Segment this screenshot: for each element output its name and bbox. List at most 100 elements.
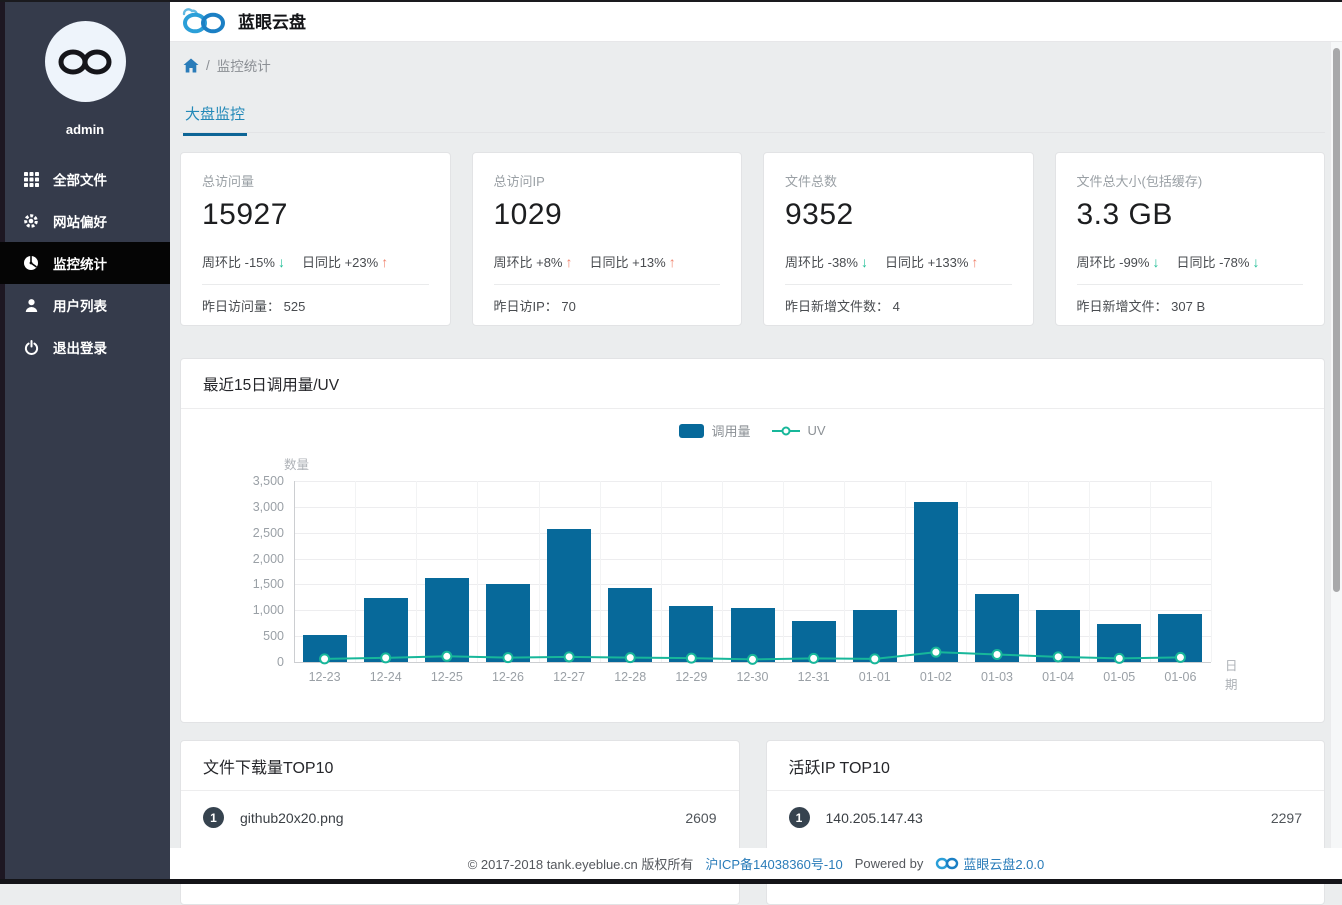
stat-cards-row: 总访问量 15927 周环比 -15% ↓ 日同比 +23% ↑ 昨日访问量： 52… [180, 152, 1325, 326]
stat-footer: 昨日访问量： 525 [202, 299, 306, 314]
sidebar-item-users[interactable]: 用户列表 [0, 284, 170, 326]
uv-point-12-26[interactable] [502, 652, 514, 664]
uv-point-01-02[interactable] [930, 646, 942, 658]
stat-footer: 昨日新增文件数： 4 [785, 299, 900, 314]
stat-value: 9352 [785, 198, 854, 231]
bar-12-29[interactable] [669, 605, 714, 662]
download-count: 2609 [685, 809, 717, 826]
sidebar-item-monitoring[interactable]: 监控统计 [0, 242, 170, 284]
breadcrumb-separator: / [206, 57, 210, 73]
uv-point-01-06[interactable] [1174, 651, 1186, 663]
v-gridline [660, 481, 662, 662]
icp-link[interactable]: 沪ICP备14038360号-10 [705, 857, 843, 872]
uv-point-12-23[interactable] [319, 653, 331, 665]
x-tick-label: 01-01 [858, 670, 891, 684]
bar-12-24[interactable] [363, 597, 408, 662]
window-top-edge [0, 0, 1342, 2]
stat-footer: 昨日访IP： 70 [493, 299, 576, 314]
week-trend: 周环比 +8% ↑ [493, 254, 573, 270]
week-trend: 周环比 -15% ↓ [202, 254, 285, 270]
uv-line [319, 646, 1186, 665]
bar-12-30[interactable] [730, 607, 775, 662]
sidebar-item-preferences[interactable]: 网站偏好 [0, 200, 170, 242]
ip-address: 140.205.147.43 [825, 809, 923, 826]
chart-card: 最近15日调用量/UV 调用量 UV 数量 日期 0 500 1,000 1,500 2… [180, 358, 1325, 723]
uv-point-12-27[interactable] [563, 651, 575, 663]
trend-arrow: ↓ [277, 254, 285, 270]
app-title: 蓝眼云盘 [238, 13, 306, 32]
scrollbar-thumb[interactable] [1333, 48, 1340, 592]
y-tick-label: 2,000 [252, 551, 284, 566]
x-tick-label: 12-23 [308, 670, 341, 684]
uv-point-12-31[interactable] [808, 652, 820, 664]
x-tick-label: 12-30 [736, 670, 769, 684]
y-tick-label: 1,500 [252, 577, 284, 592]
uv-point-01-05[interactable] [1113, 652, 1125, 664]
bar-01-01[interactable] [852, 610, 897, 662]
x-tick-label: 01-03 [981, 670, 1013, 684]
list-item[interactable]: 1 github20x20.png 2609 [181, 791, 739, 828]
line-dot-swatch [781, 426, 791, 435]
sidebar-item-all-files[interactable]: 全部文件 [0, 158, 170, 200]
sidebar-item-label: 全部文件 [53, 173, 107, 188]
sidebar-item-label: 网站偏好 [53, 215, 107, 230]
tab-divider [180, 132, 1325, 133]
divider [202, 284, 429, 285]
bar-01-02[interactable] [913, 502, 958, 662]
day-trend: 日同比 +133% ↑ [884, 254, 979, 270]
bar-12-28[interactable] [608, 587, 653, 662]
bar-12-25[interactable] [424, 578, 469, 662]
list-item[interactable]: 1 140.205.147.43 2297 [767, 791, 1325, 828]
x-tick-label: 12-29 [675, 670, 708, 684]
v-gridline [905, 481, 907, 662]
home-icon[interactable] [183, 58, 199, 73]
stat-card-total-files: 文件总数 9352 周环比 -38% ↓ 日同比 +133% ↑ 昨日新增文件数： … [763, 152, 1034, 326]
uv-point-12-24[interactable] [380, 652, 392, 664]
trend-arrow: ↑ [668, 254, 676, 270]
visit-count: 2297 [1270, 809, 1302, 826]
y-tick-label: 1,000 [252, 603, 284, 618]
x-tick-label: 01-04 [1042, 670, 1075, 684]
uv-point-12-30[interactable] [747, 653, 758, 665]
rank-badge: 1 [203, 807, 224, 828]
uv-point-01-04[interactable] [1052, 651, 1064, 663]
uv-point-01-03[interactable] [991, 649, 1003, 661]
divider [1076, 284, 1303, 285]
trend-arrow: ↓ [1152, 254, 1160, 270]
uv-point-01-01[interactable] [869, 653, 881, 665]
bar-swatch [679, 423, 705, 438]
trend-arrow: ↑ [381, 254, 389, 270]
sidebar-menu: 全部文件 网站偏好 监控统计 [0, 158, 170, 368]
v-gridline [1088, 481, 1090, 662]
footer-logo-icon [936, 857, 959, 870]
bar-12-27[interactable] [547, 528, 592, 662]
h-gridline [294, 584, 1211, 586]
x-tick-label: 12-27 [553, 670, 586, 684]
stat-footer: 昨日新增文件： 307 B [1076, 299, 1206, 314]
bar-12-26[interactable] [485, 583, 530, 662]
top-header: 蓝眼云盘 [170, 0, 1342, 42]
stat-value: 15927 [202, 198, 288, 231]
uv-point-12-25[interactable] [441, 650, 453, 662]
day-trend: 日同比 +23% ↑ [301, 254, 389, 270]
sidebar-item-label: 监控统计 [53, 257, 107, 272]
sidebar-item-logout[interactable]: 退出登录 [0, 326, 170, 368]
x-tick-label: 12-31 [797, 670, 830, 684]
legend-item-uv[interactable]: UV [772, 423, 826, 438]
brand-version-link[interactable]: 蓝眼云盘2.0.0 [963, 857, 1045, 872]
v-gridline [1027, 481, 1029, 662]
sidebar-edge-strip [0, 0, 5, 884]
week-trend: 周环比 -38% ↓ [785, 254, 868, 270]
tab-dashboard-monitor[interactable]: 大盘监控 [183, 103, 248, 136]
x-tick-label: 01-02 [919, 670, 952, 684]
stat-label: 文件总数 [785, 174, 838, 189]
y-axis-line [294, 481, 295, 662]
avatar[interactable] [44, 21, 126, 102]
x-tick-label: 01-05 [1103, 670, 1136, 684]
legend-item-calls[interactable]: 调用量 [679, 421, 750, 440]
uv-point-12-28[interactable] [624, 652, 636, 664]
scrollbar-track[interactable] [1330, 42, 1342, 853]
day-trend: 日同比 +13% ↑ [589, 254, 676, 270]
trend-arrow: ↑ [565, 254, 573, 270]
uv-point-12-29[interactable] [685, 652, 697, 664]
